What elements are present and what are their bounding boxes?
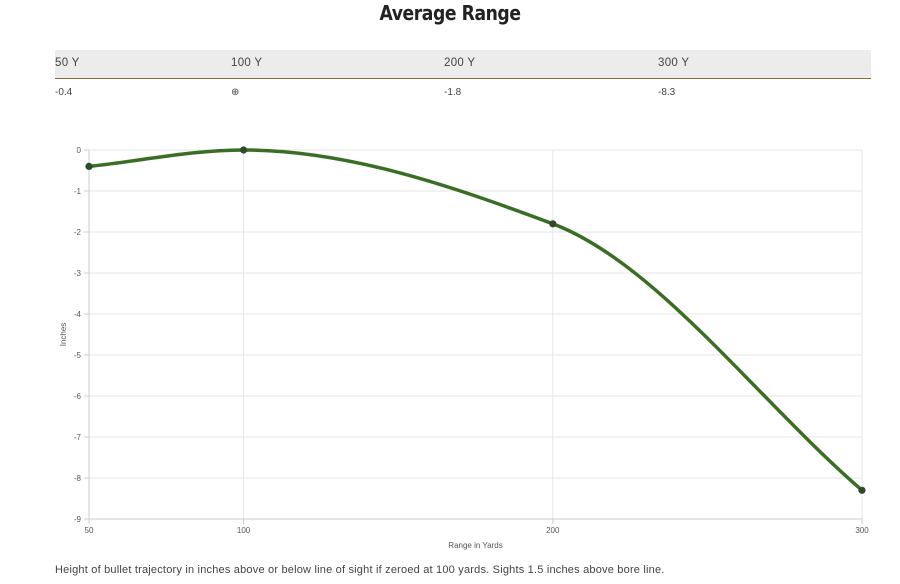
y-tick-label: -5: [74, 351, 82, 360]
range-table-header: 50 Y 100 Y 200 Y 300 Y: [55, 50, 871, 79]
y-tick-label: -8: [74, 474, 82, 483]
y-axis-label: Inches: [59, 323, 68, 347]
range-table-values: -0.4 ⊕ -1.8 -8.3: [55, 79, 871, 107]
range-header-50: 50 Y: [55, 57, 80, 69]
y-tick-label: -9: [74, 515, 82, 524]
y-tick-label: -2: [74, 228, 82, 237]
trajectory-line: [87, 148, 864, 493]
range-header-300: 300 Y: [658, 57, 690, 69]
data-point: [240, 146, 248, 154]
y-tick-label: -4: [74, 310, 82, 319]
x-tick-label: 200: [546, 526, 560, 535]
range-value-50: -0.4: [55, 87, 73, 98]
footnote: Height of bullet trajectory in inches ab…: [55, 564, 665, 576]
chart-title: Average Range: [379, 1, 521, 25]
x-tick-label: 300: [855, 526, 869, 535]
range-value-200: -1.8: [444, 87, 462, 98]
x-axis-label: Range in Yards: [448, 541, 502, 550]
range-header-100: 100 Y: [231, 57, 263, 69]
range-table: 50 Y 100 Y 200 Y 300 Y -0.4 ⊕ -1.8 -8.3: [55, 50, 871, 107]
x-tick-label: 100: [237, 526, 251, 535]
y-tick-label: 0: [77, 146, 82, 155]
y-tick-label: -7: [74, 433, 82, 442]
data-point: [549, 220, 557, 228]
range-value-100: ⊕: [231, 87, 240, 98]
y-tick-label: -6: [74, 392, 82, 401]
x-tick-label: 50: [85, 526, 94, 535]
data-point: [85, 162, 93, 170]
data-point: [858, 486, 866, 494]
y-tick-label: -1: [74, 187, 82, 196]
y-tick-label: -3: [74, 269, 82, 278]
range-header-200: 200 Y: [444, 57, 476, 69]
range-value-300: -8.3: [658, 87, 676, 98]
